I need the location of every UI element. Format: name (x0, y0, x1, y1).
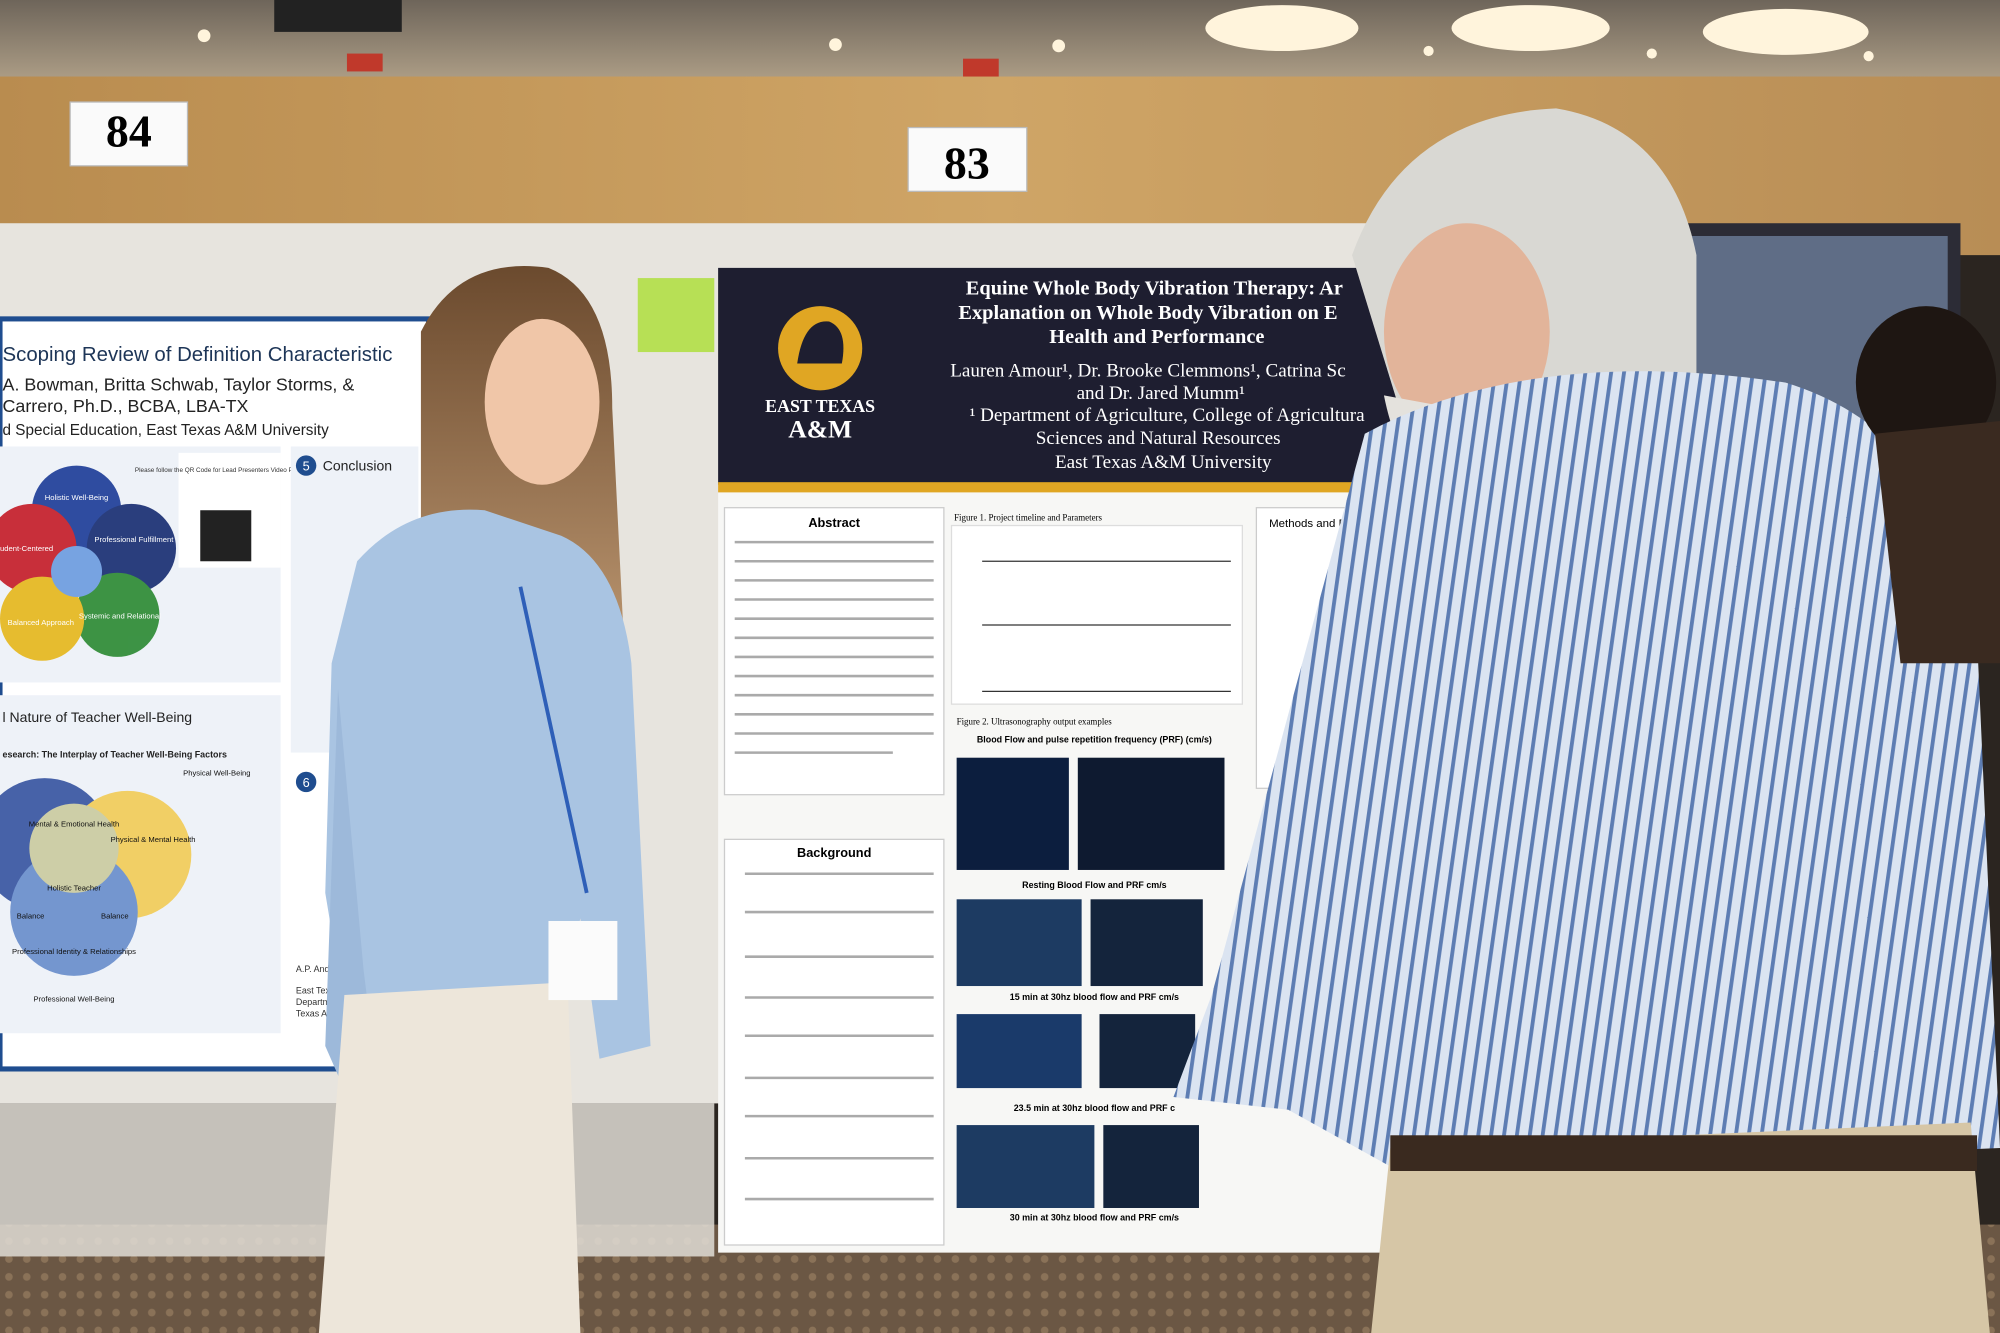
section-title: Conclusion (323, 458, 392, 474)
exit-sign (346, 53, 383, 72)
section-badge (295, 455, 317, 476)
exit-sign (963, 58, 999, 77)
image-caption: 15 min at 30hz blood flow and PRF cm/s (1010, 992, 1179, 1002)
section-heading: Background (797, 845, 871, 860)
poster-authors: Carrero, Ph.D., BCBA, LBA-TX (3, 396, 249, 416)
timeline-lines (982, 560, 1231, 693)
ceiling-lights (197, 5, 1874, 62)
poster-authors: Lauren Amour¹, Dr. Brooke Clemmons¹, Cat… (950, 360, 1345, 381)
image-caption: 23.5 min at 30hz blood flow and PRF c (1014, 1103, 1175, 1113)
image-caption: Resting Blood Flow and PRF cm/s (1022, 880, 1167, 890)
poster-authors: A. Bowman, Britta Schwab, Taylor Storms,… (3, 374, 355, 394)
venn-label: Physical & Mental Health (111, 835, 196, 844)
logo-text: EAST TEXAS (765, 396, 875, 416)
abstract-lines (734, 540, 934, 754)
section-heading: Abstract (808, 515, 860, 530)
section-number: 5 (303, 459, 310, 474)
poster-authors: and Dr. Jared Mumm¹ (1077, 383, 1246, 404)
sign-card (907, 126, 1028, 192)
qr-note: Please follow the QR Code for Lead Prese… (135, 467, 325, 474)
visitor-man (1173, 108, 2000, 1333)
sign-number: 84 (106, 106, 152, 157)
venn-label: Systemic and Relational (79, 612, 161, 621)
poster-title: Health and Performance (1049, 326, 1264, 348)
footer-text: Texas A& (296, 1009, 333, 1019)
footer-text: East Texas (296, 986, 340, 996)
venn-label: Holistic Teacher (47, 883, 101, 892)
sign-number: 83 (944, 138, 990, 189)
projector (274, 0, 402, 32)
venn-diagram (0, 778, 192, 976)
section-subtitle: esearch: The Interplay of Teacher Well-B… (3, 750, 227, 760)
figure-header: Blood Flow and pulse repetition frequenc… (977, 734, 1212, 744)
gold-strip (718, 482, 1401, 493)
poster-title: Scoping Review of Definition Characteris… (3, 344, 393, 366)
qr-code (200, 510, 252, 562)
abstract-box (723, 507, 945, 796)
poster-title: Explanation on Whole Body Vibration on E (958, 302, 1337, 324)
poster-affiliation: d Special Education, East Texas A&M Univ… (3, 422, 330, 439)
background-box (723, 838, 945, 1246)
section-subtitle: l Nature of Teacher Well-Being (3, 709, 193, 725)
venn-label: Balanced Approach (8, 618, 74, 627)
venn-label: Mental & Emotional Health (29, 820, 119, 829)
figure-caption: Figure 1. Project timeline and Parameter… (954, 512, 1102, 522)
logo-text: A&M (788, 415, 852, 444)
venn-label: Balance (101, 911, 129, 920)
logo-lion (797, 321, 844, 364)
section-number: 6 (303, 775, 310, 790)
background-lines (744, 872, 934, 1201)
venn-label: Professional Well-Being (33, 994, 114, 1003)
venn-label: Professional Identity & Relationships (12, 947, 136, 956)
venn-label: Professional Fulfillment (94, 535, 174, 544)
background-person (1855, 306, 2000, 664)
figure-caption: Figure 2. Ultrasonography output example… (957, 717, 1113, 727)
timeline-figure (950, 524, 1243, 705)
venn-label: Student-Centered (0, 544, 53, 553)
poster-affiliation: Sciences and Natural Resources (1036, 428, 1281, 449)
venn-label: Physical Well-Being (183, 769, 250, 778)
presenter-woman (318, 266, 651, 1333)
section-heading: Methods and Pr (1269, 518, 1350, 530)
poster-title: Equine Whole Body Vibration Therapy: Ar (966, 278, 1343, 300)
ultrasound-images (956, 757, 1225, 1208)
section-badge (295, 771, 317, 793)
poster-affiliation: East Texas A&M University (1055, 452, 1272, 473)
venn-diagram (0, 465, 177, 661)
footer-text: A.P. Anders (296, 964, 342, 974)
venn-label: Holistic Well-Being (45, 493, 109, 502)
footer-text: Departm (296, 997, 330, 1007)
image-caption: 30 min at 30hz blood flow and PRF cm/s (1010, 1213, 1179, 1223)
sign-card (69, 101, 189, 167)
poster-affiliation: ¹ Department of Agriculture, College of … (970, 405, 1366, 426)
venn-label: Balance (17, 911, 45, 920)
sticky-note (637, 278, 715, 353)
